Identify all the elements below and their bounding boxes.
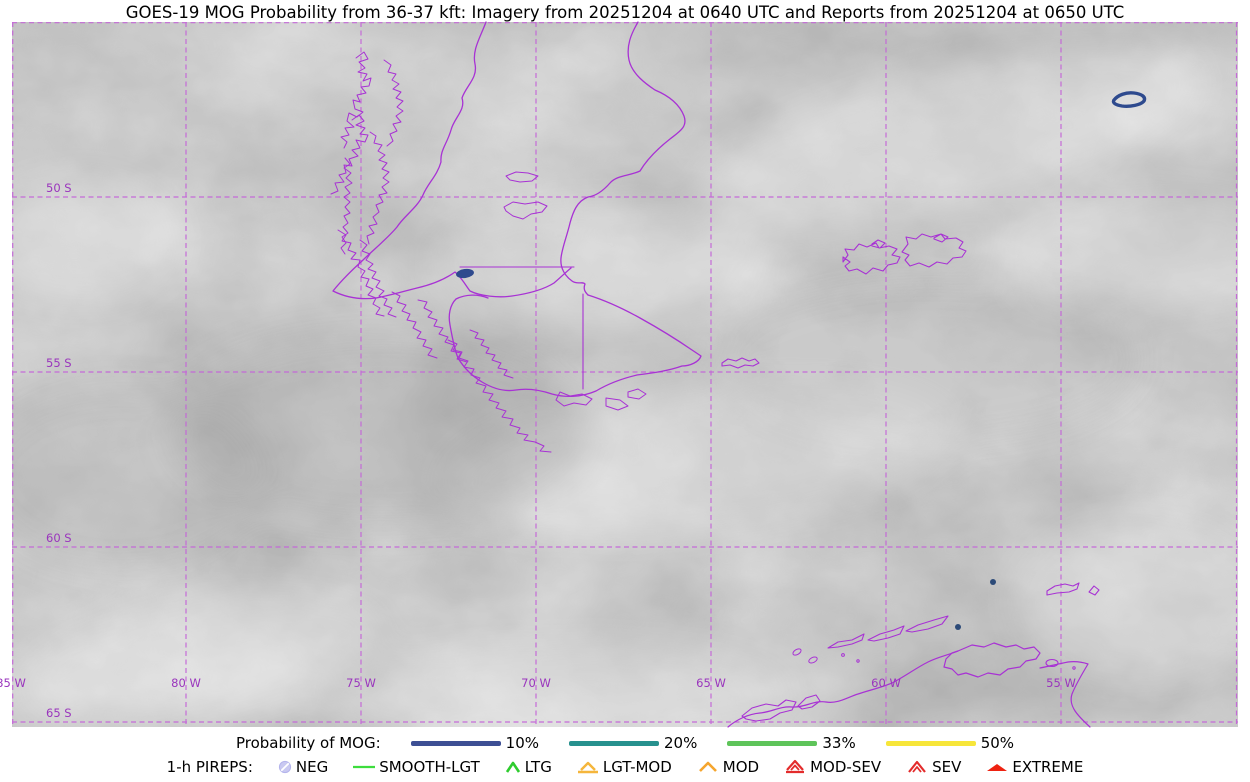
satellite-map: 50 S 55 S 60 S 65 S 85 W 80 W 75 W 70 W … xyxy=(0,21,1238,728)
sev-double-caret-icon xyxy=(908,760,926,773)
lat-label: 65 S xyxy=(46,706,72,720)
coastlines xyxy=(330,21,1100,728)
lon-label: 85 W xyxy=(0,676,26,690)
report-dot xyxy=(990,579,996,585)
page-title: GOES-19 MOG Probability from 36-37 kft: … xyxy=(125,3,1125,22)
lon-label: 70 W xyxy=(521,676,551,690)
axis-labels: 50 S 55 S 60 S 65 S 85 W 80 W 75 W 70 W … xyxy=(0,181,1076,720)
report-dot xyxy=(955,624,961,630)
map-canvas: 50 S 55 S 60 S 65 S 85 W 80 W 75 W 70 W … xyxy=(0,21,1238,728)
legend-item-smooth-lgt: SMOOTH-LGT xyxy=(352,758,480,776)
lat-label: 55 S xyxy=(46,356,72,370)
legend-item-ltg: LTG xyxy=(504,758,552,776)
legend-item-neg: NEG xyxy=(277,758,328,776)
lon-label: 55 W xyxy=(1046,676,1076,690)
legend-item-10pct: 10% xyxy=(410,734,539,752)
mod-caret-icon xyxy=(698,761,717,772)
prob10-line-swatch xyxy=(410,740,501,746)
satellite-imagery xyxy=(12,22,1238,727)
legend-item-sev: SEV xyxy=(905,758,961,776)
ltg-caret-icon xyxy=(505,761,520,773)
smooth-lgt-line-icon xyxy=(353,765,376,769)
lon-label: 75 W xyxy=(346,676,376,690)
graticule xyxy=(12,22,1238,727)
mod-sev-double-caret-underline-icon xyxy=(786,759,805,774)
prob10-contour-blob xyxy=(456,268,474,279)
pireps-legend: 1-h PIREPS: NEG SMOOTH-LGT LTG xyxy=(0,756,1250,778)
legend-item-lgt-mod: LGT-MOD xyxy=(576,758,672,776)
extreme-filled-triangle-icon xyxy=(987,764,1008,771)
mog-legend-title: Probability of MOG: xyxy=(235,734,381,752)
legend-item-mod-sev: MOD-SEV xyxy=(783,758,881,776)
prob50-line-swatch xyxy=(885,740,976,746)
pireps-legend-title: 1-h PIREPS: xyxy=(166,758,253,776)
mog-probability-legend: Probability of MOG: 10% 20% 33% 50% xyxy=(0,732,1250,754)
prob20-line-swatch xyxy=(569,740,660,746)
lgt-mod-caret-underline-icon xyxy=(577,761,598,774)
prob10-contour-loop xyxy=(1111,91,1147,108)
legend-item-20pct: 20% xyxy=(569,734,697,752)
legend-item-mod: MOD xyxy=(696,758,759,776)
legend-item-33pct: 33% xyxy=(727,734,856,752)
neg-circle-slash-icon xyxy=(278,760,291,774)
lon-label: 65 W xyxy=(696,676,726,690)
lon-label: 80 W xyxy=(171,676,201,690)
legend-item-50pct: 50% xyxy=(885,734,1014,752)
lat-label: 50 S xyxy=(46,181,72,195)
legend-item-extreme: EXTREME xyxy=(985,758,1083,776)
mog-probability-contours xyxy=(456,91,1147,630)
prob33-line-swatch xyxy=(727,740,818,746)
lat-label: 60 S xyxy=(46,531,72,545)
lon-label: 60 W xyxy=(871,676,901,690)
